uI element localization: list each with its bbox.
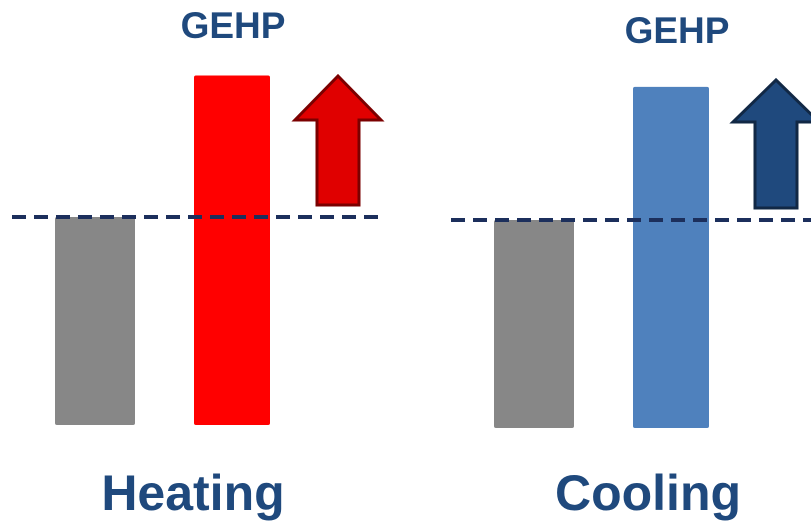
chart-cooling: GEHP Cooling (451, 10, 811, 521)
gehp-label: GEHP (181, 5, 286, 46)
gehp-bar (194, 75, 270, 425)
up-arrow-icon (291, 73, 385, 207)
chart-heating: GEHP Heating (12, 5, 385, 521)
chart-xlabel: Heating (101, 465, 284, 521)
gehp-bar (633, 86, 709, 428)
baseline-bar (494, 220, 574, 428)
up-arrow-icon (729, 77, 811, 210)
baseline-bar (55, 217, 135, 425)
chart-xlabel: Cooling (555, 465, 741, 521)
gehp-label: GEHP (625, 10, 730, 51)
